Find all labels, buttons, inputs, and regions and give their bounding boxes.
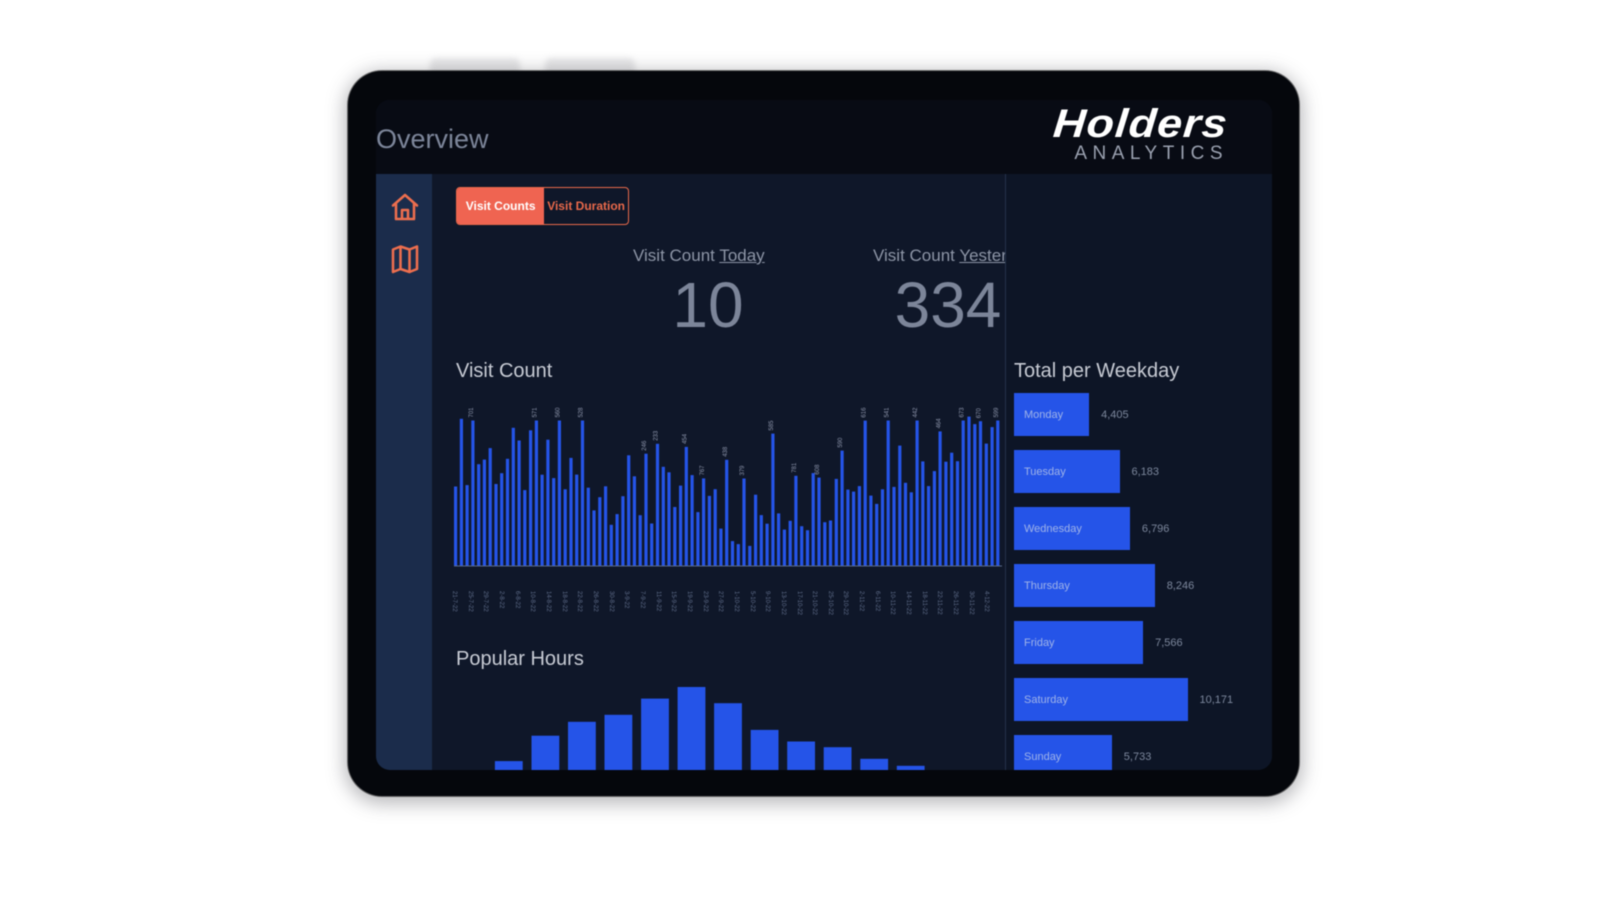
svg-text:571: 571 bbox=[533, 407, 539, 418]
svg-text:608: 608 bbox=[815, 464, 821, 475]
svg-text:464: 464 bbox=[936, 418, 942, 429]
svg-text:528: 528 bbox=[579, 407, 585, 418]
svg-text:438: 438 bbox=[723, 446, 729, 457]
svg-text:767: 767 bbox=[700, 465, 706, 476]
svg-text:246: 246 bbox=[642, 440, 648, 451]
svg-text:590: 590 bbox=[838, 437, 844, 448]
svg-text:379: 379 bbox=[740, 465, 746, 476]
svg-text:673: 673 bbox=[959, 407, 965, 418]
svg-text:233: 233 bbox=[654, 430, 660, 441]
svg-text:599: 599 bbox=[994, 407, 1000, 418]
svg-text:442: 442 bbox=[913, 407, 919, 418]
svg-text:454: 454 bbox=[683, 433, 689, 444]
svg-text:585: 585 bbox=[769, 420, 775, 431]
svg-text:701: 701 bbox=[469, 407, 475, 418]
svg-text:541: 541 bbox=[884, 407, 890, 418]
svg-text:670: 670 bbox=[977, 408, 983, 419]
svg-text:781: 781 bbox=[792, 462, 798, 473]
svg-text:560: 560 bbox=[556, 407, 562, 418]
svg-text:616: 616 bbox=[861, 407, 867, 418]
